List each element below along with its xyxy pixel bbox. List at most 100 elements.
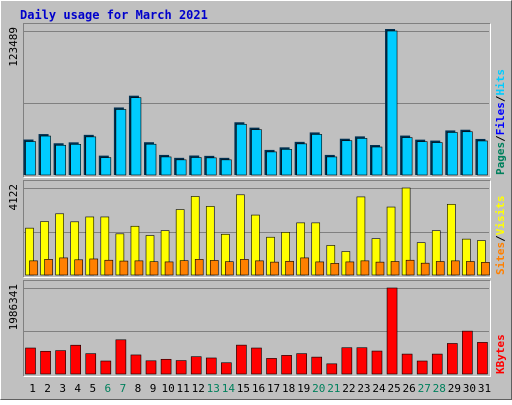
- panel-kbytes-edge-light: [23, 280, 491, 377]
- bar-kbytes-day-31: [477, 342, 488, 375]
- bar-kbytes-day-28: [431, 353, 443, 375]
- bar-body: [251, 347, 262, 375]
- day-label-3: 3: [59, 382, 66, 395]
- bar-hits-day-2: [38, 134, 51, 176]
- bar-body: [236, 344, 247, 375]
- day-label-1: 1: [29, 382, 36, 395]
- day-label-28: 28: [433, 382, 446, 395]
- ymax-label-visits-sites: 4122: [7, 184, 20, 211]
- bar-body: [179, 260, 189, 276]
- bar-hits-day-20: [309, 132, 323, 176]
- bar-hits-day-29: [445, 130, 458, 176]
- bar-body: [401, 353, 413, 375]
- bar-kbytes-day-8: [130, 354, 142, 375]
- bar-body: [311, 356, 323, 375]
- day-label-20: 20: [312, 382, 325, 395]
- panel-visits-sites-edge-light: [23, 180, 491, 278]
- bar-kbytes-day-12: [190, 356, 202, 375]
- bar-sites-day-21: [330, 263, 340, 276]
- bar-kbytes-day-4: [70, 344, 81, 375]
- bar-sites-day-28: [435, 261, 445, 276]
- bar-kbytes-day-2: [40, 350, 51, 375]
- bar-sites-day-16: [255, 260, 264, 276]
- bar-hits-day-10: [159, 154, 172, 176]
- day-label-4: 4: [74, 382, 81, 395]
- panel-hits-files-pages-edge-dark: [23, 23, 491, 178]
- bar-kbytes-day-16: [251, 347, 262, 375]
- bar-body: [341, 140, 353, 176]
- bar-sites-day-6: [104, 259, 114, 276]
- bar-hits-day-8: [128, 95, 142, 176]
- bar-body: [356, 138, 368, 176]
- bar-body: [221, 159, 232, 176]
- bar-body: [431, 353, 443, 375]
- bar-kbytes-day-6: [100, 360, 112, 375]
- legend-entry-visits: Visits: [494, 196, 507, 236]
- day-label-11: 11: [177, 382, 190, 395]
- bar-body: [134, 260, 144, 276]
- bar-body: [115, 339, 127, 375]
- bar-body: [371, 146, 383, 176]
- legend-hits-files-pages: Pages/Files/Hits: [494, 69, 507, 175]
- bar-kbytes-day-1: [25, 347, 36, 375]
- bar-sites-day-12: [194, 259, 204, 276]
- bar-sites-day-31: [481, 262, 490, 276]
- bar-kbytes-day-30: [462, 330, 473, 375]
- bar-kbytes-day-9: [145, 360, 157, 375]
- bar-sites-day-26: [405, 259, 415, 276]
- bar-hits-day-25: [385, 29, 398, 176]
- bar-body: [25, 347, 36, 375]
- bar-body: [375, 261, 385, 276]
- bar-hits-day-28: [430, 140, 443, 176]
- day-label-27: 27: [418, 382, 431, 395]
- bar-hits-day-21: [324, 154, 338, 176]
- bar-sites-day-7: [119, 260, 129, 276]
- bar-body: [420, 262, 430, 276]
- bar-body: [281, 355, 292, 375]
- bar-hits-day-19: [294, 141, 307, 176]
- bar-body: [341, 347, 353, 375]
- bar-kbytes-day-29: [447, 343, 458, 375]
- ymax-label-kbytes: 1986341: [7, 284, 20, 330]
- day-label-8: 8: [135, 382, 142, 395]
- bar-body: [477, 140, 488, 176]
- bar-body: [326, 363, 338, 375]
- bar-hits-day-27: [415, 139, 428, 176]
- legend-entry-pages: Pages: [494, 142, 507, 175]
- legend-separator: /: [494, 95, 507, 102]
- chart-title: Daily usage for March 2021: [20, 8, 208, 22]
- bar-hits-day-1: [23, 139, 36, 176]
- legend-entry-files: Files: [494, 102, 507, 135]
- bar-body: [160, 358, 172, 375]
- day-label-13: 13: [207, 382, 220, 395]
- bar-body: [462, 330, 473, 375]
- bar-sites-day-17: [270, 261, 279, 276]
- day-label-21: 21: [327, 382, 340, 395]
- bar-body: [447, 343, 458, 375]
- bar-body: [70, 344, 81, 375]
- bar-body: [356, 347, 368, 375]
- bar-body: [209, 260, 219, 276]
- day-label-23: 23: [357, 382, 370, 395]
- bar-kbytes-day-11: [175, 360, 187, 375]
- bar-body: [401, 137, 413, 176]
- bar-sites-day-15: [240, 259, 249, 276]
- bar-sites-day-10: [164, 261, 174, 276]
- bar-body: [466, 261, 475, 276]
- bar-body: [251, 129, 262, 176]
- bar-body: [130, 354, 142, 375]
- bar-hits-day-24: [369, 145, 383, 176]
- bar-kbytes-day-27: [416, 360, 428, 375]
- bar-sites-day-25: [390, 261, 400, 276]
- bar-body: [164, 261, 174, 276]
- bar-body: [74, 259, 83, 276]
- bar-body: [104, 259, 114, 276]
- bar-hits-day-15: [234, 122, 247, 176]
- bar-sites-day-3: [59, 257, 68, 276]
- bar-hits-day-14: [219, 157, 232, 176]
- bar-body: [431, 142, 443, 176]
- bar-kbytes-day-17: [266, 358, 277, 375]
- day-label-30: 30: [463, 382, 476, 395]
